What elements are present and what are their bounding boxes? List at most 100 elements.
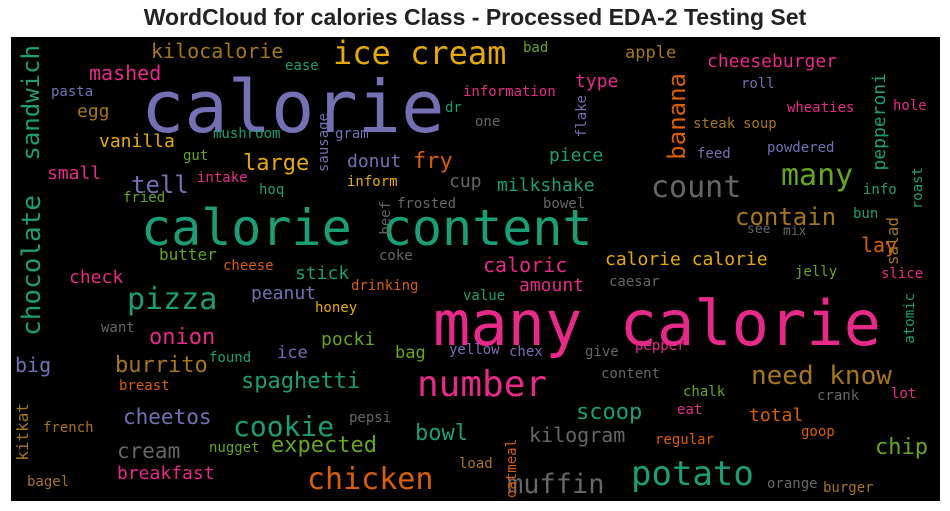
word-small: small <box>47 163 102 184</box>
word-type: type <box>575 71 619 92</box>
word-expected: expected <box>271 433 377 458</box>
word-many: many <box>781 158 854 193</box>
word-feed: feed <box>697 146 731 162</box>
word-bowel: bowel <box>543 196 586 212</box>
word-pepsi: pepsi <box>349 410 392 426</box>
word-chocolate: chocolate <box>17 195 47 336</box>
word-banana: banana <box>663 73 691 160</box>
word-french: french <box>43 420 94 436</box>
word-info: info <box>863 182 897 198</box>
word-potato: potato <box>631 454 754 494</box>
word-milkshake: milkshake <box>497 175 595 196</box>
word-regular: regular <box>655 432 715 448</box>
word-chicken: chicken <box>307 462 434 497</box>
word-yellow: yellow <box>449 342 500 358</box>
word-check: check <box>69 267 124 288</box>
word-salad: salad <box>883 217 902 266</box>
word-calorie: calorie <box>141 65 445 149</box>
word-want: want <box>101 320 135 336</box>
word-see: see <box>747 222 771 237</box>
word-eat: eat <box>677 402 703 418</box>
word-butter: butter <box>159 245 217 264</box>
word-big: big <box>15 353 52 377</box>
word-breakfast: breakfast <box>117 463 215 484</box>
word-peanut: peanut <box>251 283 317 304</box>
word-tell: tell <box>131 171 189 199</box>
word-soup: soup <box>743 116 777 132</box>
word-lay: lay <box>861 233 898 257</box>
word-frosted: frosted <box>397 196 457 212</box>
word-sausage: sausage <box>316 113 332 173</box>
word-hoq: hoq <box>259 182 285 198</box>
word-caloric: caloric <box>483 253 568 277</box>
word-cheetos: cheetos <box>123 405 212 429</box>
word-onion: onion <box>149 325 216 350</box>
word-orange: orange <box>767 476 818 492</box>
word-dr: dr <box>445 100 462 116</box>
word-donut: donut <box>347 151 402 172</box>
word-breast: breast <box>119 378 170 394</box>
word-flake: flake <box>574 95 590 138</box>
word-found: found <box>209 350 252 366</box>
word-number: number <box>417 364 548 405</box>
word-steak: steak <box>693 116 736 132</box>
word-jelly: jelly <box>795 264 838 280</box>
word-count: count <box>651 170 742 205</box>
chart-title: WordCloud for calories Class - Processed… <box>143 4 807 30</box>
word-one: one <box>475 114 501 130</box>
word-fried: fried <box>123 190 166 206</box>
word-intake: intake <box>197 170 248 186</box>
word-calorie-calorie: calorie calorie <box>605 249 768 270</box>
word-muffin: muffin <box>507 469 605 500</box>
word-bowl: bowl <box>415 421 468 446</box>
word-vanilla: vanilla <box>99 131 175 152</box>
word-mashed: mashed <box>89 61 162 85</box>
word-contain: contain <box>735 203 837 231</box>
wordcloud-canvas: calorie many calorie calorie content ice cr… <box>11 37 940 501</box>
word-pasta: pasta <box>51 84 94 100</box>
word-roll: roll <box>741 76 775 92</box>
word-crank: crank <box>817 388 860 404</box>
word-goop: goop <box>801 424 835 440</box>
word-cheeseburger: cheeseburger <box>707 51 838 72</box>
word-pizza: pizza <box>127 282 218 317</box>
word-chalk: chalk <box>683 384 726 400</box>
word-need-know: need know <box>751 361 892 391</box>
word-inform: inform <box>347 174 398 190</box>
word-amount: amount <box>519 275 585 296</box>
word-cream: cream <box>117 439 181 463</box>
word-oatmeal: oatmeal <box>504 439 520 499</box>
word-cup: cup <box>449 171 482 192</box>
word-give: give <box>585 344 619 360</box>
word-beef: beef <box>378 201 394 235</box>
word-kitkat: kitkat <box>13 403 32 461</box>
word-chip: chip <box>875 435 928 460</box>
word-mushroom: mushroom <box>213 126 281 142</box>
word-honey: honey <box>315 300 358 316</box>
word-gram: gram <box>335 126 369 142</box>
word-total: total <box>749 405 804 426</box>
word-burger: burger <box>823 480 874 496</box>
word-value: value <box>463 288 506 304</box>
word-ice-cream: ice cream <box>333 37 507 72</box>
word-drinking: drinking <box>351 278 419 294</box>
word-egg: egg <box>77 101 110 122</box>
word-bad: bad <box>523 40 549 56</box>
word-content: content <box>601 366 661 382</box>
word-ice: ice <box>277 343 308 363</box>
word-chex: chex <box>509 344 543 360</box>
word-bagel: bagel <box>27 474 70 490</box>
word-pepperoni: pepperoni <box>869 73 890 171</box>
word-large: large <box>243 151 310 176</box>
word-lot: lot <box>891 386 917 402</box>
word-calorie-content: calorie content <box>141 199 593 257</box>
word-information: information <box>463 84 556 100</box>
word-piece: piece <box>549 145 604 166</box>
word-spaghetti: spaghetti <box>241 369 361 394</box>
word-gut: gut <box>183 148 209 164</box>
word-wheaties: wheaties <box>787 100 855 116</box>
word-nugget: nugget <box>209 440 260 456</box>
word-cheese: cheese <box>223 258 274 274</box>
word-ease: ease <box>285 58 319 74</box>
word-cookie: cookie <box>233 410 335 443</box>
